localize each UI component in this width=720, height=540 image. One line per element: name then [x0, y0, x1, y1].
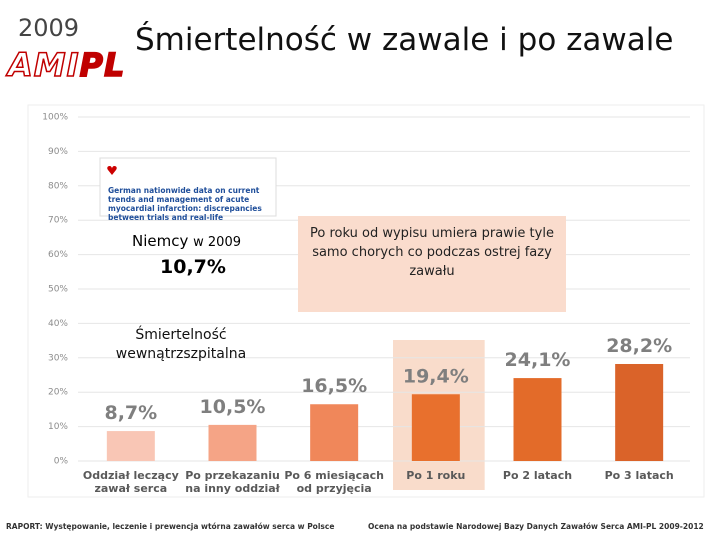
logo-main: AMI [7, 45, 80, 85]
bar [106, 431, 155, 461]
logo-brand: AMIPL [7, 45, 126, 85]
value-label: 19,4% [403, 365, 469, 387]
value-label: 8,7% [104, 402, 157, 424]
germany-year: w 2009 [193, 235, 241, 250]
germany-country: Niemcy [132, 232, 189, 250]
footer-left: RAPORT: Występowanie, leczenie i prewenc… [6, 522, 335, 531]
bar [615, 363, 664, 461]
bar [411, 394, 460, 461]
y-tick-label: 50% [48, 285, 68, 295]
callout-text: Po roku od wypisu umiera prawie tyle sam… [310, 226, 554, 279]
y-tick-label: 20% [48, 388, 68, 398]
bar [310, 404, 359, 461]
study-title: German nationwide data on current trends… [108, 186, 262, 222]
value-label: 28,2% [606, 335, 672, 357]
callout-box [298, 216, 566, 312]
x-tick-label: Po 1 roku [406, 469, 466, 482]
value-label: 16,5% [301, 375, 367, 397]
x-tick-label: Po 3 latach [604, 469, 674, 482]
bar [513, 378, 562, 461]
study-card [99, 157, 277, 217]
x-tick-label: Oddział leczący zawał serca [82, 469, 179, 495]
logo-year: 2009 [18, 14, 80, 42]
value-label: 24,1% [505, 349, 571, 371]
study-icon [107, 166, 117, 175]
title: Śmiertelność w zawale i po zawale [135, 22, 674, 58]
y-tick-label: 70% [48, 216, 68, 226]
x-tick-label: Po 2 latach [502, 469, 573, 482]
x-tick-label: Po przekazaniu na inny oddział [185, 469, 280, 495]
y-tick-label: 80% [48, 181, 68, 191]
value-label: 10,5% [200, 396, 266, 418]
y-tick-label: 0% [54, 457, 69, 467]
y-tick-label: 90% [48, 147, 68, 157]
y-tick-label: 40% [48, 319, 68, 329]
x-tick-label: Po 6 miesiącach od przyjęcia [284, 469, 384, 495]
y-tick-label: 100% [42, 113, 68, 123]
y-tick-label: 60% [48, 250, 68, 260]
bar [208, 424, 257, 461]
y-tick-label: 10% [48, 422, 68, 432]
germany-value: 10,7% [160, 256, 226, 278]
in-hospital-label: Śmiertelność wewnątrzszpitalna [115, 327, 247, 362]
logo-suffix: PL [79, 45, 126, 85]
footer-right: Ocena na podstawie Narodowej Bazy Danych… [368, 522, 704, 531]
germany-label: Niemcy w 2009 [132, 232, 241, 250]
y-tick-label: 30% [48, 353, 68, 363]
